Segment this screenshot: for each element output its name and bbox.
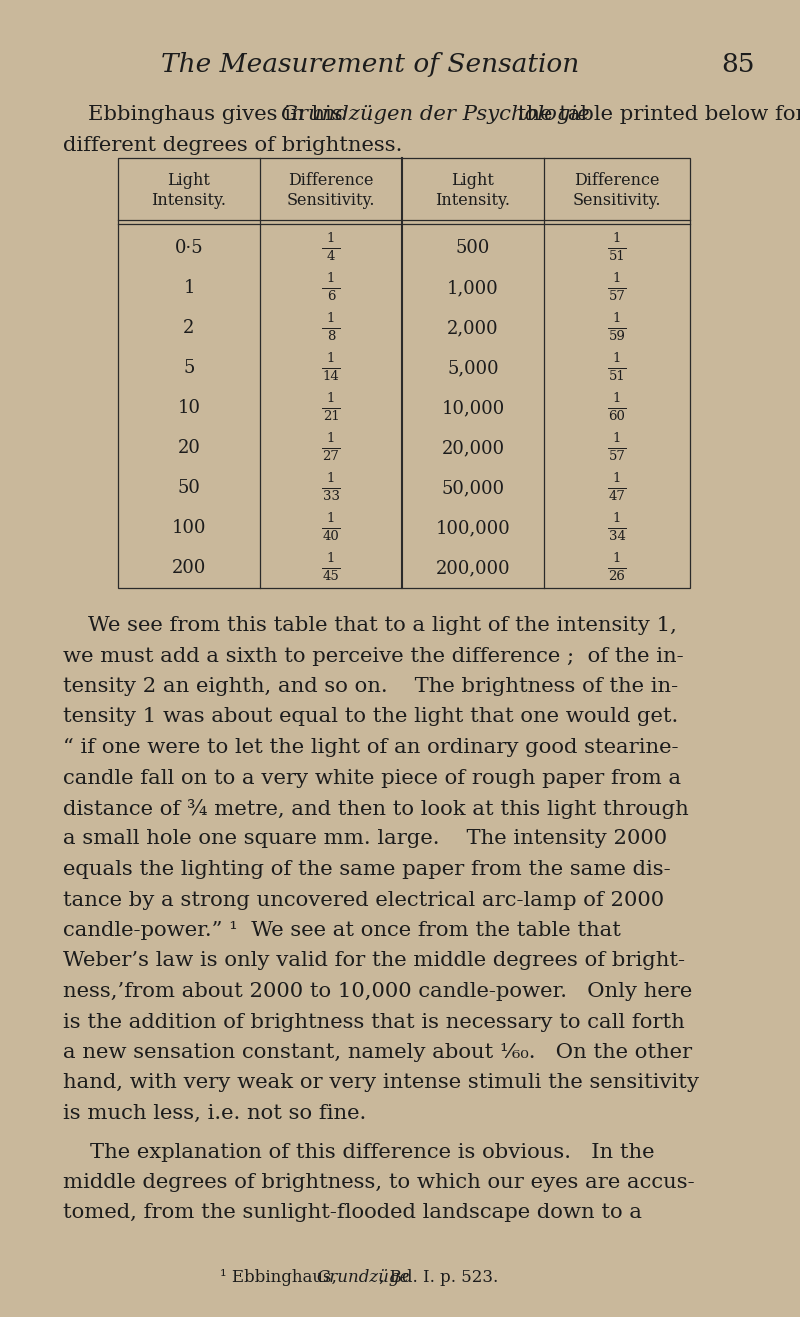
Text: 8: 8 xyxy=(327,331,335,344)
Text: 1: 1 xyxy=(327,553,335,565)
Text: , Bd. I. p. 523.: , Bd. I. p. 523. xyxy=(379,1270,498,1285)
Text: distance of ¾ metre, and then to look at this light through: distance of ¾ metre, and then to look at… xyxy=(63,799,689,819)
Text: middle degrees of brightness, to which our eyes are accus-: middle degrees of brightness, to which o… xyxy=(63,1173,694,1192)
Text: Intensity.: Intensity. xyxy=(151,192,226,209)
Text: 2: 2 xyxy=(183,319,194,337)
Text: 1: 1 xyxy=(613,392,621,406)
Text: 45: 45 xyxy=(322,570,339,583)
Text: is the addition of brightness that is necessary to call forth: is the addition of brightness that is ne… xyxy=(63,1013,685,1031)
Text: 51: 51 xyxy=(609,370,626,383)
Text: 1: 1 xyxy=(613,353,621,366)
Text: Difference: Difference xyxy=(288,173,374,190)
Text: 27: 27 xyxy=(322,450,339,464)
Text: 1: 1 xyxy=(613,432,621,445)
Text: 1,000: 1,000 xyxy=(447,279,499,298)
Text: 5,000: 5,000 xyxy=(447,360,499,377)
Text: 1: 1 xyxy=(613,473,621,486)
Text: 57: 57 xyxy=(609,450,626,464)
Text: 1: 1 xyxy=(613,312,621,325)
Text: 20,000: 20,000 xyxy=(442,439,505,457)
Text: the table printed below for the difference sensitivity at: the table printed below for the differen… xyxy=(511,105,800,124)
Text: is much less, i.e. not so fine.: is much less, i.e. not so fine. xyxy=(63,1104,366,1123)
Text: different degrees of brightness.: different degrees of brightness. xyxy=(63,136,402,155)
Text: 1: 1 xyxy=(183,279,194,298)
Text: 20: 20 xyxy=(178,439,201,457)
Text: tomed, from the sunlight-flooded landscape down to a: tomed, from the sunlight-flooded landsca… xyxy=(63,1204,642,1222)
Text: 33: 33 xyxy=(322,490,339,503)
Text: 1: 1 xyxy=(613,553,621,565)
Text: 50: 50 xyxy=(178,479,201,497)
Bar xyxy=(118,158,690,587)
Text: Light: Light xyxy=(167,173,210,190)
Text: “ if one were to let the light of an ordinary good stearine-: “ if one were to let the light of an ord… xyxy=(63,738,678,757)
Text: We see from this table that to a light of the intensity 1,: We see from this table that to a light o… xyxy=(88,616,677,635)
Text: 1: 1 xyxy=(613,512,621,525)
Text: 100: 100 xyxy=(172,519,206,537)
Text: 40: 40 xyxy=(322,531,339,544)
Text: 14: 14 xyxy=(322,370,339,383)
Text: Difference: Difference xyxy=(574,173,660,190)
Text: 200: 200 xyxy=(172,558,206,577)
Text: tance by a strong uncovered electrical arc-lamp of 2000: tance by a strong uncovered electrical a… xyxy=(63,890,664,910)
Text: Ebbinghaus gives in his: Ebbinghaus gives in his xyxy=(88,105,350,124)
Text: 26: 26 xyxy=(609,570,626,583)
Text: hand, with very weak or very intense stimuli the sensitivity: hand, with very weak or very intense sti… xyxy=(63,1073,699,1093)
Text: Weber’s law is only valid for the middle degrees of bright-: Weber’s law is only valid for the middle… xyxy=(63,951,685,971)
Text: 1: 1 xyxy=(327,233,335,245)
Text: 500: 500 xyxy=(456,238,490,257)
Text: tensity 2 an eighth, and so on.    The brightness of the in-: tensity 2 an eighth, and so on. The brig… xyxy=(63,677,678,695)
Text: ¹ Ebbinghaus,: ¹ Ebbinghaus, xyxy=(220,1270,342,1285)
Text: 1: 1 xyxy=(327,353,335,366)
Text: 5: 5 xyxy=(183,360,194,377)
Text: 200,000: 200,000 xyxy=(436,558,510,577)
Text: 1: 1 xyxy=(613,273,621,286)
Text: equals the lighting of the same paper from the same dis-: equals the lighting of the same paper fr… xyxy=(63,860,670,878)
Text: Light: Light xyxy=(451,173,494,190)
Text: Intensity.: Intensity. xyxy=(435,192,510,209)
Text: 34: 34 xyxy=(609,531,626,544)
Text: 1: 1 xyxy=(327,432,335,445)
Text: The explanation of this difference is obvious.   In the: The explanation of this difference is ob… xyxy=(63,1143,654,1162)
Text: ness,’from about 2000 to 10,000 candle-power.   Only here: ness,’from about 2000 to 10,000 candle-p… xyxy=(63,982,692,1001)
Text: 1: 1 xyxy=(327,273,335,286)
Text: a small hole one square mm. large.    The intensity 2000: a small hole one square mm. large. The i… xyxy=(63,830,667,848)
Text: The Measurement of Sensation: The Measurement of Sensation xyxy=(161,51,579,76)
Text: Grundzüge: Grundzüge xyxy=(317,1270,410,1285)
Text: we must add a sixth to perceive the difference ;  of the in-: we must add a sixth to perceive the diff… xyxy=(63,647,684,665)
Text: 1: 1 xyxy=(613,233,621,245)
Text: 2,000: 2,000 xyxy=(447,319,499,337)
Text: 21: 21 xyxy=(322,411,339,424)
Text: 4: 4 xyxy=(327,250,335,263)
Text: 85: 85 xyxy=(722,51,754,76)
Text: candle-power.” ¹  We see at once from the table that: candle-power.” ¹ We see at once from the… xyxy=(63,921,621,940)
Text: 1: 1 xyxy=(327,392,335,406)
Text: 100,000: 100,000 xyxy=(436,519,510,537)
Text: 10,000: 10,000 xyxy=(442,399,505,417)
Text: 57: 57 xyxy=(609,291,626,303)
Text: Grundzügen der Psychologie: Grundzügen der Psychologie xyxy=(281,105,590,124)
Text: 1: 1 xyxy=(327,512,335,525)
Text: 1: 1 xyxy=(327,312,335,325)
Text: candle fall on to a very white piece of rough paper from a: candle fall on to a very white piece of … xyxy=(63,769,681,788)
Text: 47: 47 xyxy=(609,490,626,503)
Text: 1: 1 xyxy=(327,473,335,486)
Text: 59: 59 xyxy=(609,331,626,344)
Text: 51: 51 xyxy=(609,250,626,263)
Text: a new sensation constant, namely about ¹⁄₆₀.   On the other: a new sensation constant, namely about ¹… xyxy=(63,1043,692,1062)
Text: 60: 60 xyxy=(609,411,626,424)
Text: 10: 10 xyxy=(178,399,201,417)
Text: 50,000: 50,000 xyxy=(442,479,505,497)
Text: tensity 1 was about equal to the light that one would get.: tensity 1 was about equal to the light t… xyxy=(63,707,678,727)
Text: Sensitivity.: Sensitivity. xyxy=(286,192,375,209)
Text: Sensitivity.: Sensitivity. xyxy=(573,192,662,209)
Text: 6: 6 xyxy=(326,291,335,303)
Text: 0·5: 0·5 xyxy=(174,238,203,257)
